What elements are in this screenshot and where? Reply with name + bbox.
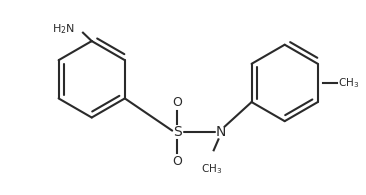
Text: CH$_3$: CH$_3$	[201, 162, 223, 176]
Text: H$_2$N: H$_2$N	[52, 22, 75, 36]
Text: O: O	[172, 97, 182, 109]
Text: N: N	[216, 125, 226, 139]
Text: S: S	[173, 125, 182, 139]
Text: CH$_3$: CH$_3$	[338, 76, 359, 90]
Text: O: O	[172, 155, 182, 168]
